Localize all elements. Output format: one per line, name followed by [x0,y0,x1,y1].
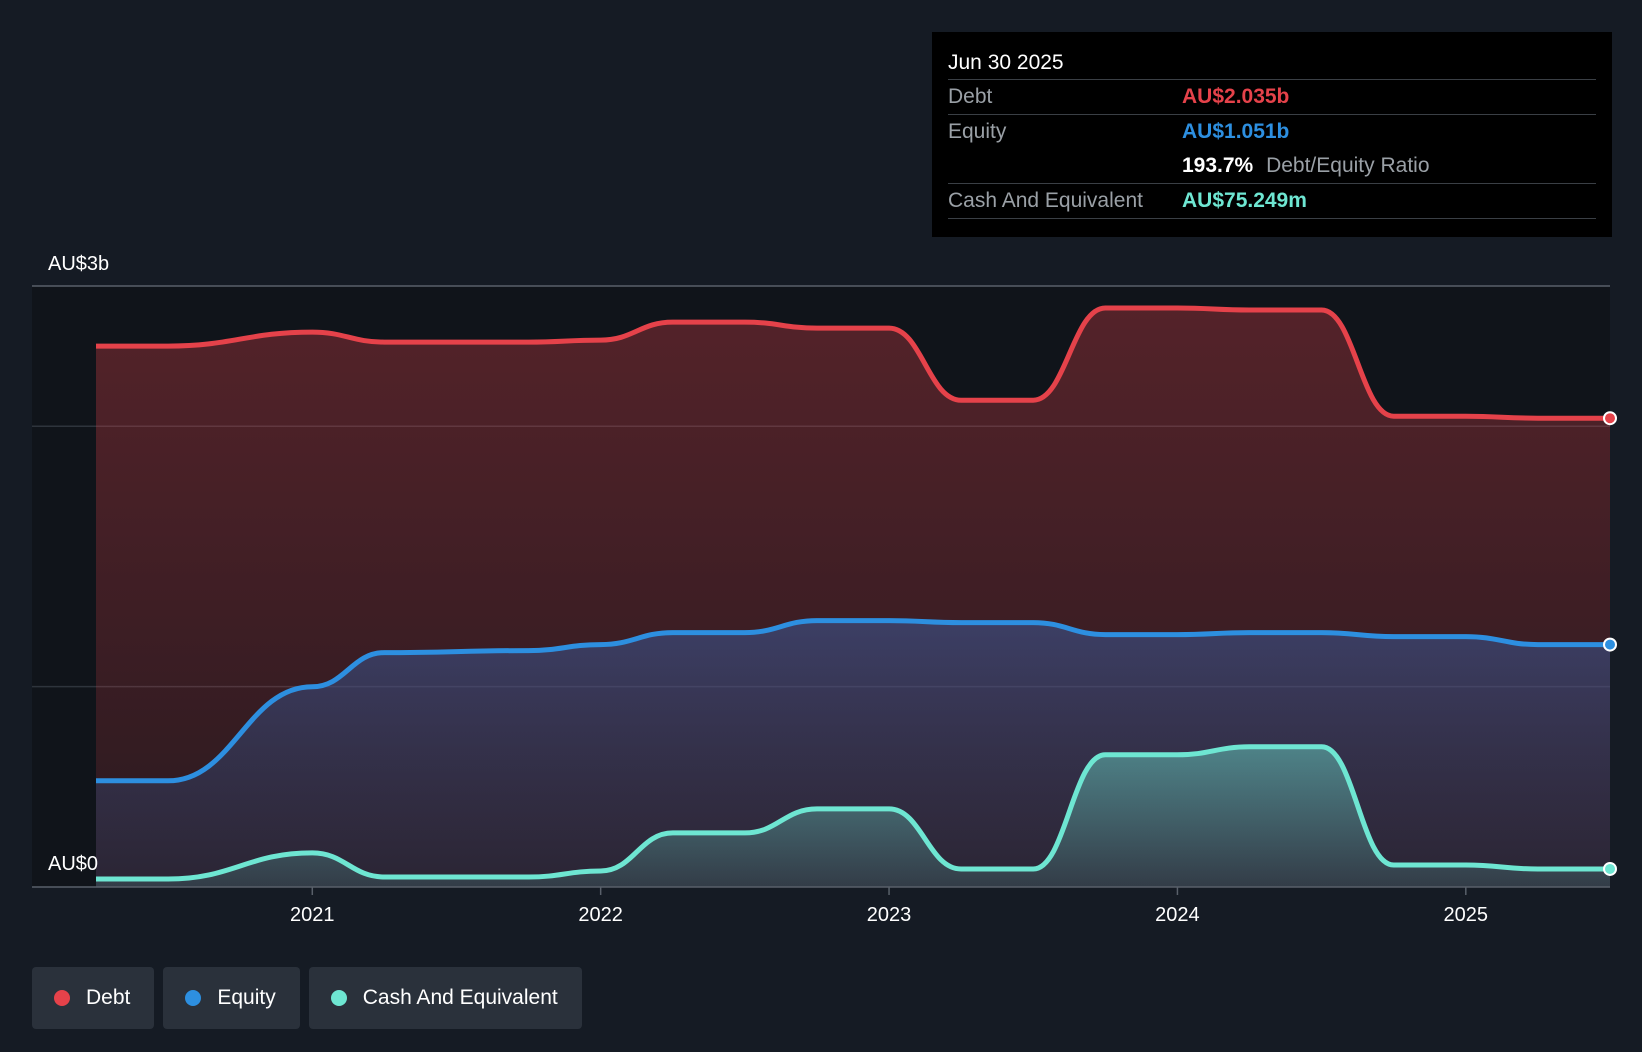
tooltip-ratio-row: 193.7% Debt/Equity Ratio [948,149,1596,184]
tooltip-cash-value: AU$75.249m [1182,189,1307,212]
debt-end-marker[interactable] [1603,411,1617,426]
data-tooltip: Jun 30 2025 Debt AU$2.035b Equity AU$1.0… [932,32,1612,237]
tooltip-debt-label: Debt [948,85,993,108]
tooltip-debt-row: Debt AU$2.035b [948,80,1596,115]
tooltip-debt-value: AU$2.035b [1182,85,1290,108]
tooltip-ratio-label: Debt/Equity Ratio [1266,154,1430,177]
x-tick-label: 2024 [1155,904,1200,926]
debt-line [96,305,1610,421]
tooltip-equity-label: Equity [948,120,1007,143]
cash-end-marker[interactable] [1603,861,1617,876]
x-tick-label: 2023 [867,904,912,926]
cash-line [96,744,1610,882]
debt-dot-icon [54,990,70,1006]
tooltip-equity-value: AU$1.051b [1182,120,1290,143]
tooltip-equity-row: Equity AU$1.051b [948,115,1596,149]
equity-line [96,618,1610,784]
equity-dot-icon [185,990,202,1006]
tooltip-cash-label: Cash And Equivalent [948,189,1143,212]
legend-item-equity[interactable]: Equity [163,967,300,1029]
y-axis-top-label: AU$3b [48,253,109,275]
x-tick-label: 2022 [578,904,623,926]
equity-end-marker[interactable] [1603,637,1617,652]
x-tick-label: 2021 [290,904,335,926]
cash-dot-icon [330,990,347,1006]
chart-legend: Debt Equity Cash And Equivalent [32,967,591,1029]
legend-label-cash: Cash And Equivalent [362,986,558,1009]
y-axis-bottom-label: AU$0 [48,853,98,875]
tooltip-cash-row: Cash And Equivalent AU$75.249m [948,184,1596,219]
legend-item-cash[interactable]: Cash And Equivalent [308,967,582,1029]
legend-item-debt[interactable]: Debt [32,967,155,1029]
x-tick-label: 2025 [1444,904,1489,926]
cash-area [96,746,1610,887]
tooltip-date: Jun 30 2025 [948,44,1596,80]
legend-label-equity: Equity [217,986,276,1009]
legend-label-debt: Debt [86,986,131,1009]
x-axis-ticks: 2021 2022 2023 2024 2025 [290,887,1488,926]
tooltip-ratio-value: 193.7% [1182,154,1254,177]
